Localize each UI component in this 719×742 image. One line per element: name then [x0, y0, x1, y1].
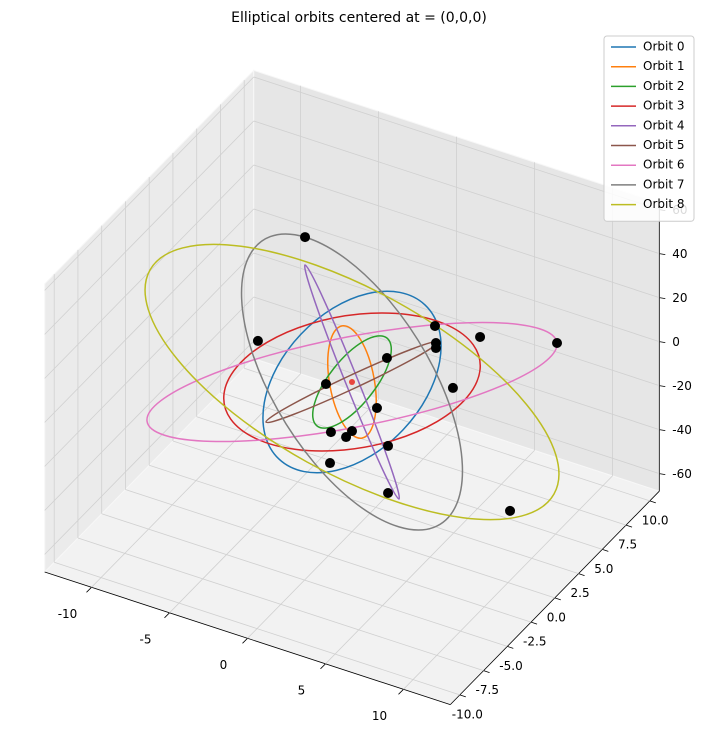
orbit-line: [240, 233, 464, 531]
y-tick-label: 2.5: [571, 586, 590, 600]
z-tick-label: 20: [672, 291, 687, 305]
y-tick: [507, 646, 514, 649]
z-tick-label: 40: [672, 247, 687, 261]
body-marker: [371, 402, 382, 413]
grid-line: [44, 120, 254, 335]
legend-label: Orbit 6: [643, 158, 684, 172]
body-marker: [325, 458, 336, 469]
x-tick-label: 10: [372, 709, 387, 723]
body-marker: [341, 432, 352, 443]
x-tick: [164, 612, 170, 619]
y-tick: [649, 500, 656, 504]
y-tick: [554, 597, 561, 601]
legend-label: Orbit 0: [643, 40, 684, 54]
y-tick-label: 5.0: [594, 562, 613, 576]
legend-label: Orbit 5: [643, 138, 684, 152]
body-marker: [447, 382, 458, 393]
legend-box: [603, 35, 695, 222]
x-tick: [398, 689, 404, 695]
z-tick-label: -20: [672, 379, 692, 393]
grid-line: [149, 464, 555, 599]
body-marker: [381, 353, 392, 364]
z-tick: [659, 341, 666, 343]
body-marker: [383, 488, 394, 499]
x-tick: [86, 587, 92, 593]
orbit-line: [265, 340, 439, 424]
x-tick-label: -10: [58, 607, 78, 621]
grid-line: [77, 537, 484, 672]
grid-line: [244, 367, 650, 502]
orbit-line: [223, 312, 481, 452]
x-tick-label: 5: [298, 683, 306, 697]
body-marker: [252, 335, 263, 346]
x-tick: [242, 638, 248, 644]
chart-title: Elliptical orbits centered at = (0,0,0): [231, 10, 487, 26]
z-tick-label: -40: [672, 423, 692, 437]
body-marker: [475, 331, 486, 342]
legend-label: Orbit 4: [643, 118, 684, 132]
body-marker: [325, 427, 336, 438]
y-tick-label: -2.5: [523, 635, 546, 649]
y-tick-label: 0.0: [547, 610, 566, 624]
body-marker: [383, 440, 394, 451]
legend-label: Orbit 1: [643, 59, 684, 73]
orbit-line: [144, 243, 560, 521]
z-tick: [659, 253, 666, 255]
grid-line: [253, 208, 660, 342]
legend-label: Orbit 7: [643, 177, 684, 191]
y-tick-label: 10.0: [642, 513, 669, 527]
x-tick: [320, 663, 326, 670]
grid-line: [125, 489, 532, 623]
body-marker: [430, 343, 441, 354]
body-marker: [505, 505, 516, 516]
grid-line: [101, 513, 508, 647]
grid-line: [220, 392, 627, 526]
orbit-line: [327, 325, 377, 439]
legend-label: Orbit 3: [643, 99, 684, 113]
y-tick-label: -5.0: [499, 659, 522, 673]
grid-line: [172, 440, 579, 575]
y-tick: [483, 670, 490, 674]
grid-line: [253, 76, 660, 210]
grid-line: [44, 252, 254, 467]
y-tick: [602, 549, 609, 552]
y-tick-label: 7.5: [618, 538, 637, 552]
y-tick: [530, 621, 538, 625]
grid-line: [44, 76, 254, 291]
z-tick-label: 0: [672, 335, 680, 349]
grid-line: [196, 416, 603, 550]
body-marker: [300, 232, 311, 243]
y-tick: [459, 694, 466, 698]
orbit-line: [262, 290, 442, 474]
y-tick-label: -7.5: [476, 683, 499, 697]
x-tick-label: 0: [220, 658, 228, 672]
grid-line: [253, 164, 660, 298]
z-tick: [659, 385, 666, 387]
body-marker: [429, 320, 440, 331]
orbit-line: [311, 335, 393, 429]
z-tick-label: -60: [672, 467, 692, 481]
legend: Orbit 0 Orbit 1 Orbit 2 Orbit 3 Orbit 4 Orbit…: [603, 35, 695, 222]
x-tick-label: -5: [140, 632, 152, 646]
grid-line: [44, 340, 254, 555]
grid-line: [253, 120, 660, 254]
grid-line: [253, 252, 660, 386]
z-tick: [659, 429, 666, 431]
z-tick: [659, 297, 666, 299]
y-tick-label: -10.0: [452, 707, 483, 721]
z-tick: [659, 473, 666, 475]
legend-label: Orbit 8: [643, 197, 684, 211]
legend-label: Orbit 2: [643, 79, 684, 93]
orbit-line: [303, 264, 401, 500]
center-point: [349, 379, 355, 385]
y-tick: [578, 573, 585, 577]
body-marker: [320, 379, 331, 390]
y-tick: [625, 524, 633, 528]
grid-line: [44, 296, 254, 511]
grid-line: [54, 561, 460, 696]
body-marker: [552, 337, 563, 348]
